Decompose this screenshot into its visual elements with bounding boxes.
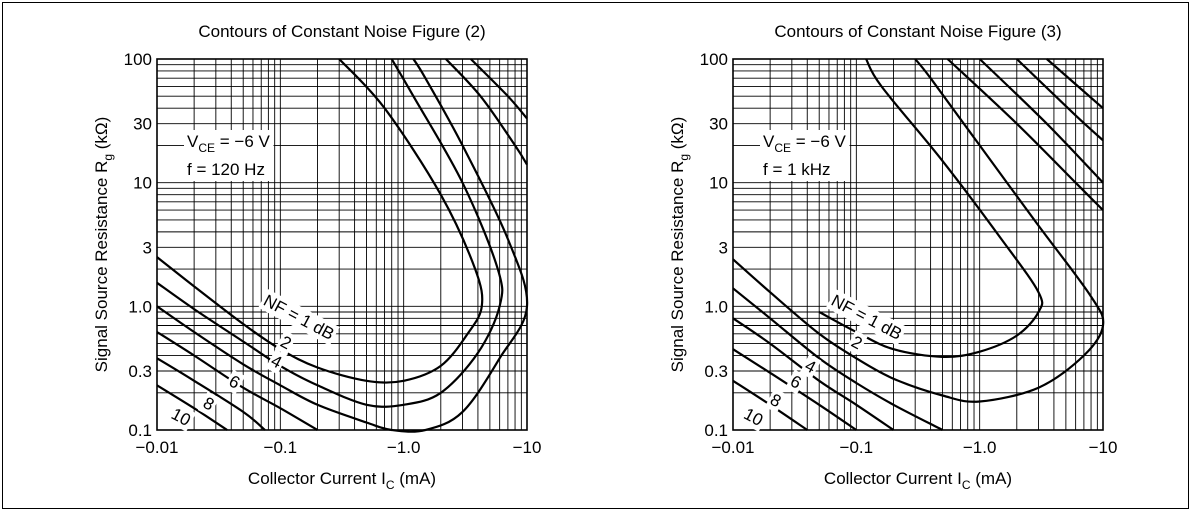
x-axis-label: Collector Current IC (mA) xyxy=(824,469,1012,492)
curve-label: 6 xyxy=(223,369,246,395)
y-tick-label: 100 xyxy=(700,50,728,69)
x-tick-label: −0.01 xyxy=(711,438,754,457)
x-axis-label: Collector Current IC (mA) xyxy=(248,469,436,492)
y-tick-label: 10 xyxy=(133,174,152,193)
condition-frequency: f = 120 Hz xyxy=(187,160,265,179)
y-axis-label: Signal Source Resistance Rg (kΩ) xyxy=(92,117,115,373)
y-tick-label: 30 xyxy=(133,115,152,134)
conditions-box: VCE = −6 V f = 120 Hz xyxy=(184,130,274,181)
curve-label-bg xyxy=(165,402,197,432)
x-tick-label: −0.1 xyxy=(264,438,298,457)
curve-label-bg xyxy=(764,388,787,414)
y-tick-label: 100 xyxy=(124,50,152,69)
y-tick-label: 1.0 xyxy=(704,297,728,316)
y-tick-label: 0.3 xyxy=(704,362,728,381)
curve-label: 2 xyxy=(845,330,868,356)
plot-border xyxy=(732,58,1104,431)
nf-contour-unlabeled xyxy=(946,58,1104,211)
nf-contour-unlabeled xyxy=(1046,58,1104,110)
curve-label-bg xyxy=(738,402,769,432)
conditions-box: VCE = −6 V f = 1 kHz xyxy=(760,130,850,181)
conditions-bg xyxy=(184,130,274,181)
nf-contour-unlabeled xyxy=(978,58,1104,184)
y-axis-label: Signal Source Resistance Rg (kΩ) xyxy=(668,117,691,373)
chart-1: Contours of Constant Noise Figure (2) −0.… xyxy=(92,22,541,492)
y-tick-label: 3 xyxy=(143,238,152,257)
nf-contour-10 xyxy=(156,384,228,431)
curve-label-text: NF = 1 dB xyxy=(260,291,337,344)
chart-2: Contours of Constant Noise Figure (3) −0.… xyxy=(668,22,1117,492)
curve-label-bg xyxy=(223,369,246,395)
chart-title: Contours of Constant Noise Figure (3) xyxy=(774,22,1061,41)
y-tick-label: 0.1 xyxy=(704,421,728,440)
nf-contour-8 xyxy=(156,357,266,431)
curve-label-bg xyxy=(825,289,908,346)
curve-label: NF = 1 dB xyxy=(258,289,340,346)
condition-frequency: f = 1 kHz xyxy=(763,160,831,179)
curve-label-text: 10 xyxy=(741,404,767,430)
condition-vce: VCE = −6 V xyxy=(187,132,270,155)
x-tick-label: −0.01 xyxy=(135,438,178,457)
nf-contour-NF = 1 dB xyxy=(156,58,484,384)
y-tick-label: 10 xyxy=(709,174,728,193)
x-tick-label: −1.0 xyxy=(963,438,997,457)
curve-label: 8 xyxy=(197,391,220,417)
x-tick-label: −0.1 xyxy=(840,438,874,457)
y-tick-label: 30 xyxy=(709,115,728,134)
curve-label-bg xyxy=(275,330,297,356)
chart-title: Contours of Constant Noise Figure (2) xyxy=(198,22,485,41)
curve-label: 10 xyxy=(738,402,769,432)
conditions-bg xyxy=(760,130,850,181)
curve-label-bg xyxy=(845,330,868,356)
grid xyxy=(732,58,1104,431)
nf-contour-4 xyxy=(156,58,529,433)
nf-contour-unlabeled xyxy=(445,58,528,166)
nf-contour-unlabeled xyxy=(1016,58,1104,142)
x-tick-label: −10 xyxy=(1089,438,1118,457)
curve-label: 4 xyxy=(799,354,822,380)
nf-contour-NF = 1 dB xyxy=(818,58,1044,359)
curve-label-bg xyxy=(799,354,822,380)
nf-contour-2 xyxy=(732,58,1105,403)
nf-contour-6 xyxy=(156,331,319,431)
plot-border xyxy=(156,58,528,431)
y-tick-label: 1.0 xyxy=(128,297,152,316)
x-tick-label: −1.0 xyxy=(387,438,421,457)
curve-label: 4 xyxy=(265,349,288,375)
y-tick-label: 0.1 xyxy=(128,421,152,440)
curve-label: 2 xyxy=(275,330,297,356)
nf-contour-4 xyxy=(732,287,944,431)
curve-label-bg xyxy=(784,369,807,395)
condition-vce: VCE = −6 V xyxy=(763,132,846,155)
nf-contour-2 xyxy=(156,58,504,408)
curve-label: 6 xyxy=(784,369,807,395)
curve-label-bg xyxy=(197,391,220,417)
y-tick-label: 3 xyxy=(719,238,728,257)
x-tick-label: −10 xyxy=(513,438,542,457)
curve-label-bg xyxy=(265,349,288,375)
nf-contour-6 xyxy=(732,317,895,431)
curve-label: 8 xyxy=(764,388,787,414)
curve-label-bg xyxy=(258,289,340,346)
y-tick-label: 0.3 xyxy=(128,362,152,381)
curve-label-text: 10 xyxy=(168,404,194,430)
nf-contour-unlabeled xyxy=(470,58,528,120)
